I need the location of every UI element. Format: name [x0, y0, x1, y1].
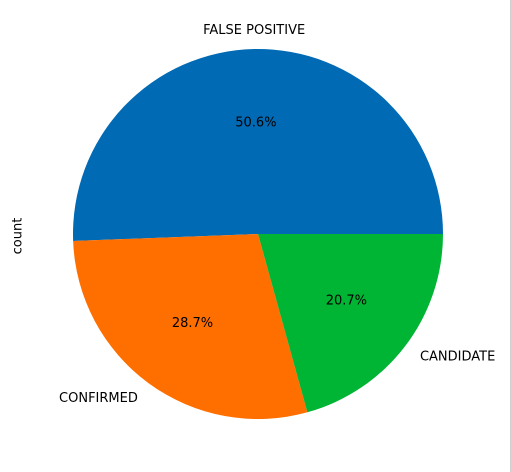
pie-pct-label-false-positive: 50.6% [235, 116, 276, 131]
pie-slice-confirmed [73, 234, 308, 420]
pie-pct-label-confirmed: 28.7% [172, 316, 213, 331]
pie-category-label-candidate: CANDIDATE [420, 350, 495, 365]
pie-slice-candidate [258, 234, 443, 413]
pie-labels: 50.6% FALSE POSITIVE 28.7% CONFIRMED 20.7% CA… [59, 23, 495, 406]
pie-category-label-confirmed: CONFIRMED [59, 391, 138, 406]
pie-category-label-false-positive: FALSE POSITIVE [203, 23, 305, 38]
pie-slice-false-positive [73, 49, 443, 241]
y-axis-label: count [11, 218, 26, 255]
pie-slices [73, 49, 443, 420]
pie-pct-label-candidate: 20.7% [326, 294, 367, 309]
